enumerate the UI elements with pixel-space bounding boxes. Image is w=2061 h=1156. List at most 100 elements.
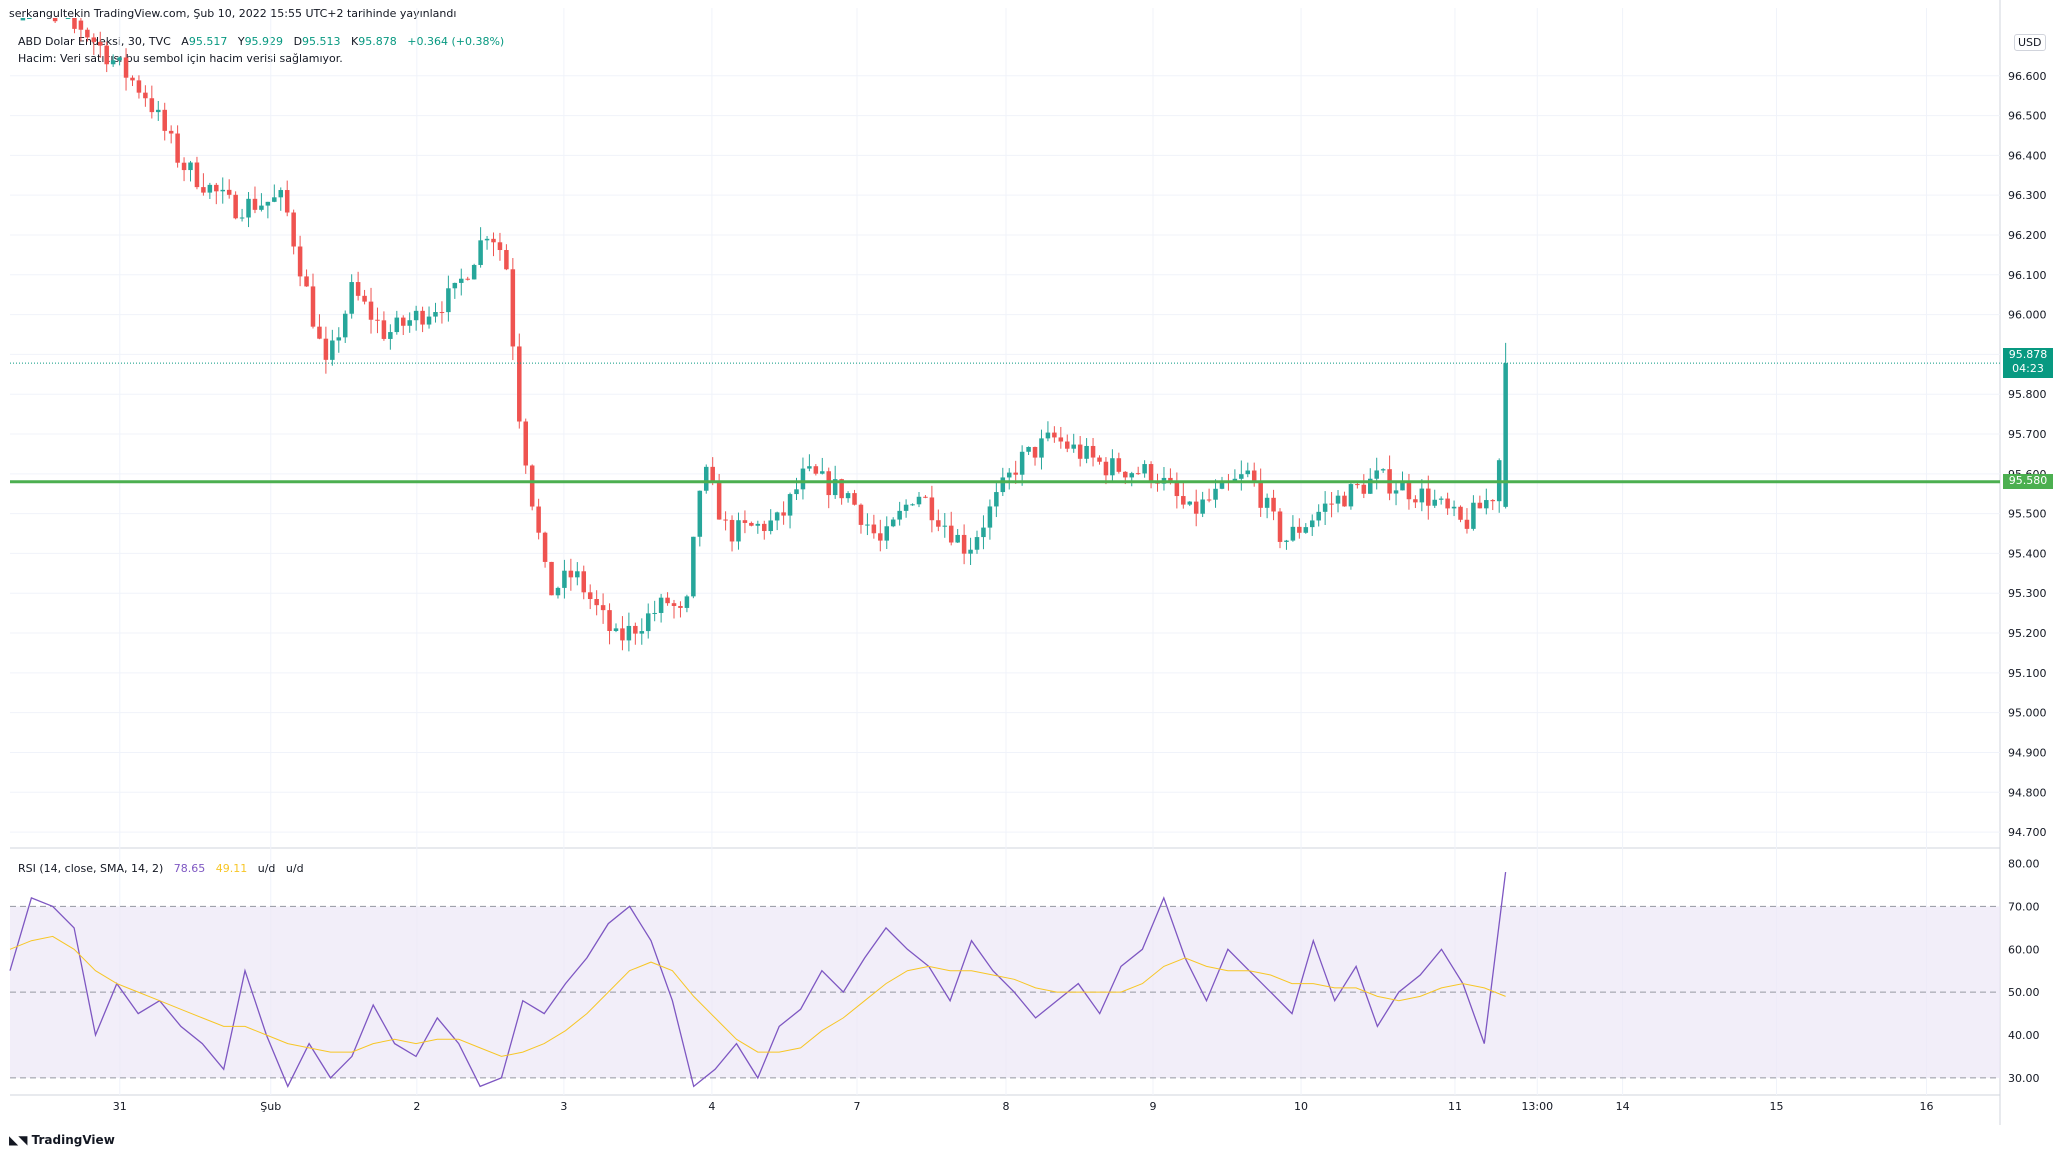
candle-body: [549, 561, 554, 596]
candle-body: [214, 184, 219, 192]
candle-body: [1342, 495, 1347, 507]
candle-body: [555, 587, 561, 596]
candle-body: [65, 18, 71, 19]
candle-body: [594, 599, 599, 606]
candle-body: [562, 570, 567, 588]
candle-body: [317, 326, 322, 339]
level-value: 95.580: [2008, 473, 2048, 487]
candle-body: [446, 288, 451, 313]
candle-body: [613, 628, 619, 631]
candle-body: [52, 18, 58, 22]
candle-body: [1110, 458, 1115, 476]
candle-body: [884, 526, 890, 541]
rsi-tick-label: 50.00: [2008, 986, 2040, 999]
price-tick-label: 95.800: [2008, 388, 2047, 401]
candle-body: [652, 612, 657, 614]
candle-body: [207, 184, 213, 193]
rsi-sma-line: [9, 935, 1506, 1057]
candle-body: [923, 496, 928, 498]
price-tick-label: 96.500: [2008, 110, 2047, 123]
candle-body: [1400, 482, 1405, 491]
candle-body: [1355, 484, 1360, 486]
countdown-value: 04:23: [2012, 362, 2044, 376]
candle-body: [1039, 438, 1044, 458]
time-tick-label: 31: [113, 1100, 127, 1113]
candle-body: [987, 506, 993, 528]
candle-body: [1174, 482, 1180, 497]
candle-body: [394, 317, 400, 333]
low-value: 95.513: [302, 35, 341, 48]
candle-body: [807, 466, 812, 469]
price-tick-label: 95.300: [2008, 587, 2047, 600]
rsi-tick-label: 40.00: [2008, 1029, 2040, 1042]
candle-body: [658, 597, 664, 613]
candle-body: [1297, 526, 1302, 533]
candle-body: [272, 197, 277, 202]
candle-body: [1290, 526, 1296, 541]
candle-body: [607, 610, 612, 631]
candle-body: [1471, 502, 1476, 529]
publisher-credit: serkangultekin TradingView.com, Şub 10, …: [9, 7, 457, 20]
candle-body: [665, 597, 670, 604]
candle-body: [1129, 473, 1134, 478]
candle-body: [742, 520, 748, 523]
candle-body: [1077, 444, 1083, 459]
candle-body: [768, 520, 773, 532]
candle-body: [1271, 497, 1276, 512]
rsi-extra-2: u/d: [285, 862, 304, 875]
price-tick-label: 95.200: [2008, 627, 2047, 640]
candle-body: [149, 98, 155, 113]
candle-body: [1187, 501, 1193, 505]
candle-body: [1380, 469, 1386, 471]
candle-body: [620, 628, 625, 641]
candle-body: [265, 201, 271, 206]
time-tick-label: 16: [1919, 1100, 1933, 1113]
candle-body: [1361, 484, 1367, 494]
candle-body: [497, 242, 503, 251]
candle-body: [813, 466, 819, 474]
candle-body: [400, 317, 406, 326]
candle-body: [381, 320, 387, 339]
candle-body: [517, 346, 522, 422]
rsi-series: [9, 872, 1507, 1088]
time-tick-label: 15: [1769, 1100, 1783, 1113]
candle-body: [459, 278, 464, 283]
candle-body: [27, 18, 32, 19]
candle-body: [942, 525, 948, 527]
candle-body: [1368, 478, 1373, 494]
candle-body: [568, 570, 574, 578]
candle-body: [1432, 499, 1437, 506]
symbol-legend: ABD Dolar Endeksi, 30, TVC A95.517 Y95.9…: [18, 35, 504, 48]
candle-body: [1052, 432, 1057, 438]
brand-name: TradingView: [31, 1133, 115, 1147]
candle-body: [194, 162, 200, 188]
candle-body: [575, 571, 580, 578]
candle-body: [736, 520, 741, 542]
time-tick-label: 14: [1616, 1100, 1630, 1113]
candle-body: [310, 286, 316, 327]
price-tick-label: 94.800: [2008, 786, 2047, 799]
candle-body: [542, 532, 548, 562]
candle-body: [117, 57, 122, 61]
tradingview-logo[interactable]: ◣◥ TradingView: [9, 1133, 115, 1147]
candle-body: [633, 625, 638, 634]
candle-body: [1181, 496, 1186, 505]
candle-body: [85, 29, 90, 38]
candle-body: [297, 246, 303, 277]
candle-body: [587, 592, 593, 600]
candle-body: [130, 77, 135, 81]
candle-body: [388, 332, 393, 339]
candle-body: [246, 198, 251, 218]
candle-body: [523, 421, 528, 466]
candle-body: [890, 519, 896, 527]
candle-body: [413, 310, 419, 321]
candle-body: [897, 510, 902, 520]
candle-body: [471, 264, 477, 280]
candle-body: [581, 571, 587, 593]
rsi-tick-label: 60.00: [2008, 943, 2040, 956]
price-tick-label: 95.400: [2008, 547, 2047, 560]
candle-body: [691, 536, 696, 597]
candle-body: [123, 57, 129, 78]
currency-button[interactable]: USD: [2014, 34, 2046, 51]
